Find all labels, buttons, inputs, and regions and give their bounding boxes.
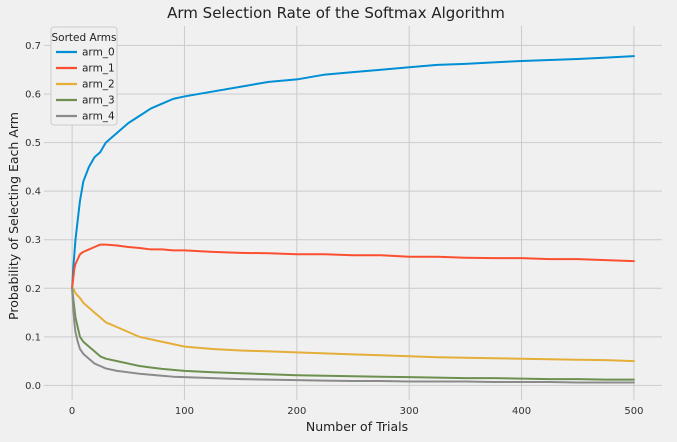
plot-area bbox=[44, 26, 662, 400]
y-tick-label: 0.7 bbox=[25, 41, 41, 52]
x-tick-label: 300 bbox=[400, 406, 419, 417]
series-layer bbox=[71, 55, 635, 384]
legend-title: Sorted Arms bbox=[52, 32, 117, 44]
series-line-arm_1 bbox=[71, 243, 635, 290]
y-tick-label: 0.1 bbox=[25, 332, 41, 343]
y-tick-label: 0.0 bbox=[25, 381, 41, 392]
y-axis-label: Probability of Selecting Each Arm bbox=[6, 112, 21, 320]
y-tick-label: 0.4 bbox=[25, 187, 41, 198]
series-line-arm_4 bbox=[71, 287, 635, 384]
legend-entry-arm_4: arm_4 bbox=[82, 111, 115, 123]
legend-entry-arm_1: arm_1 bbox=[82, 63, 115, 75]
series-line-arm_2 bbox=[71, 287, 635, 363]
y-tick-label: 0.2 bbox=[25, 284, 41, 295]
legend-entry-arm_3: arm_3 bbox=[82, 95, 115, 107]
x-tick-label: 100 bbox=[175, 406, 194, 417]
x-tick-label: 0 bbox=[69, 406, 75, 417]
legend-entry-arm_0: arm_0 bbox=[82, 47, 115, 59]
series-line-arm_3 bbox=[71, 287, 635, 381]
legend: Sorted Arms arm_0 arm_1 arm_2 arm_3 arm_4 bbox=[50, 26, 118, 126]
grid bbox=[44, 26, 662, 400]
x-tick-label: 200 bbox=[287, 406, 306, 417]
x-tick-label: 400 bbox=[512, 406, 531, 417]
legend-entry-arm_2: arm_2 bbox=[82, 79, 115, 91]
chart-title: Arm Selection Rate of the Softmax Algori… bbox=[167, 4, 505, 22]
x-axis-label: Number of Trials bbox=[306, 419, 408, 434]
x-tick-label: 500 bbox=[624, 406, 643, 417]
y-tick-label: 0.6 bbox=[25, 90, 41, 101]
series-line-arm_0 bbox=[71, 55, 635, 290]
tick-labels: 0 100 200 300 400 500 0.0 0.1 0.2 0.3 0.4 0.5 0.6 0.7 bbox=[25, 41, 643, 417]
y-tick-label: 0.5 bbox=[25, 138, 41, 149]
y-tick-label: 0.3 bbox=[25, 235, 41, 246]
